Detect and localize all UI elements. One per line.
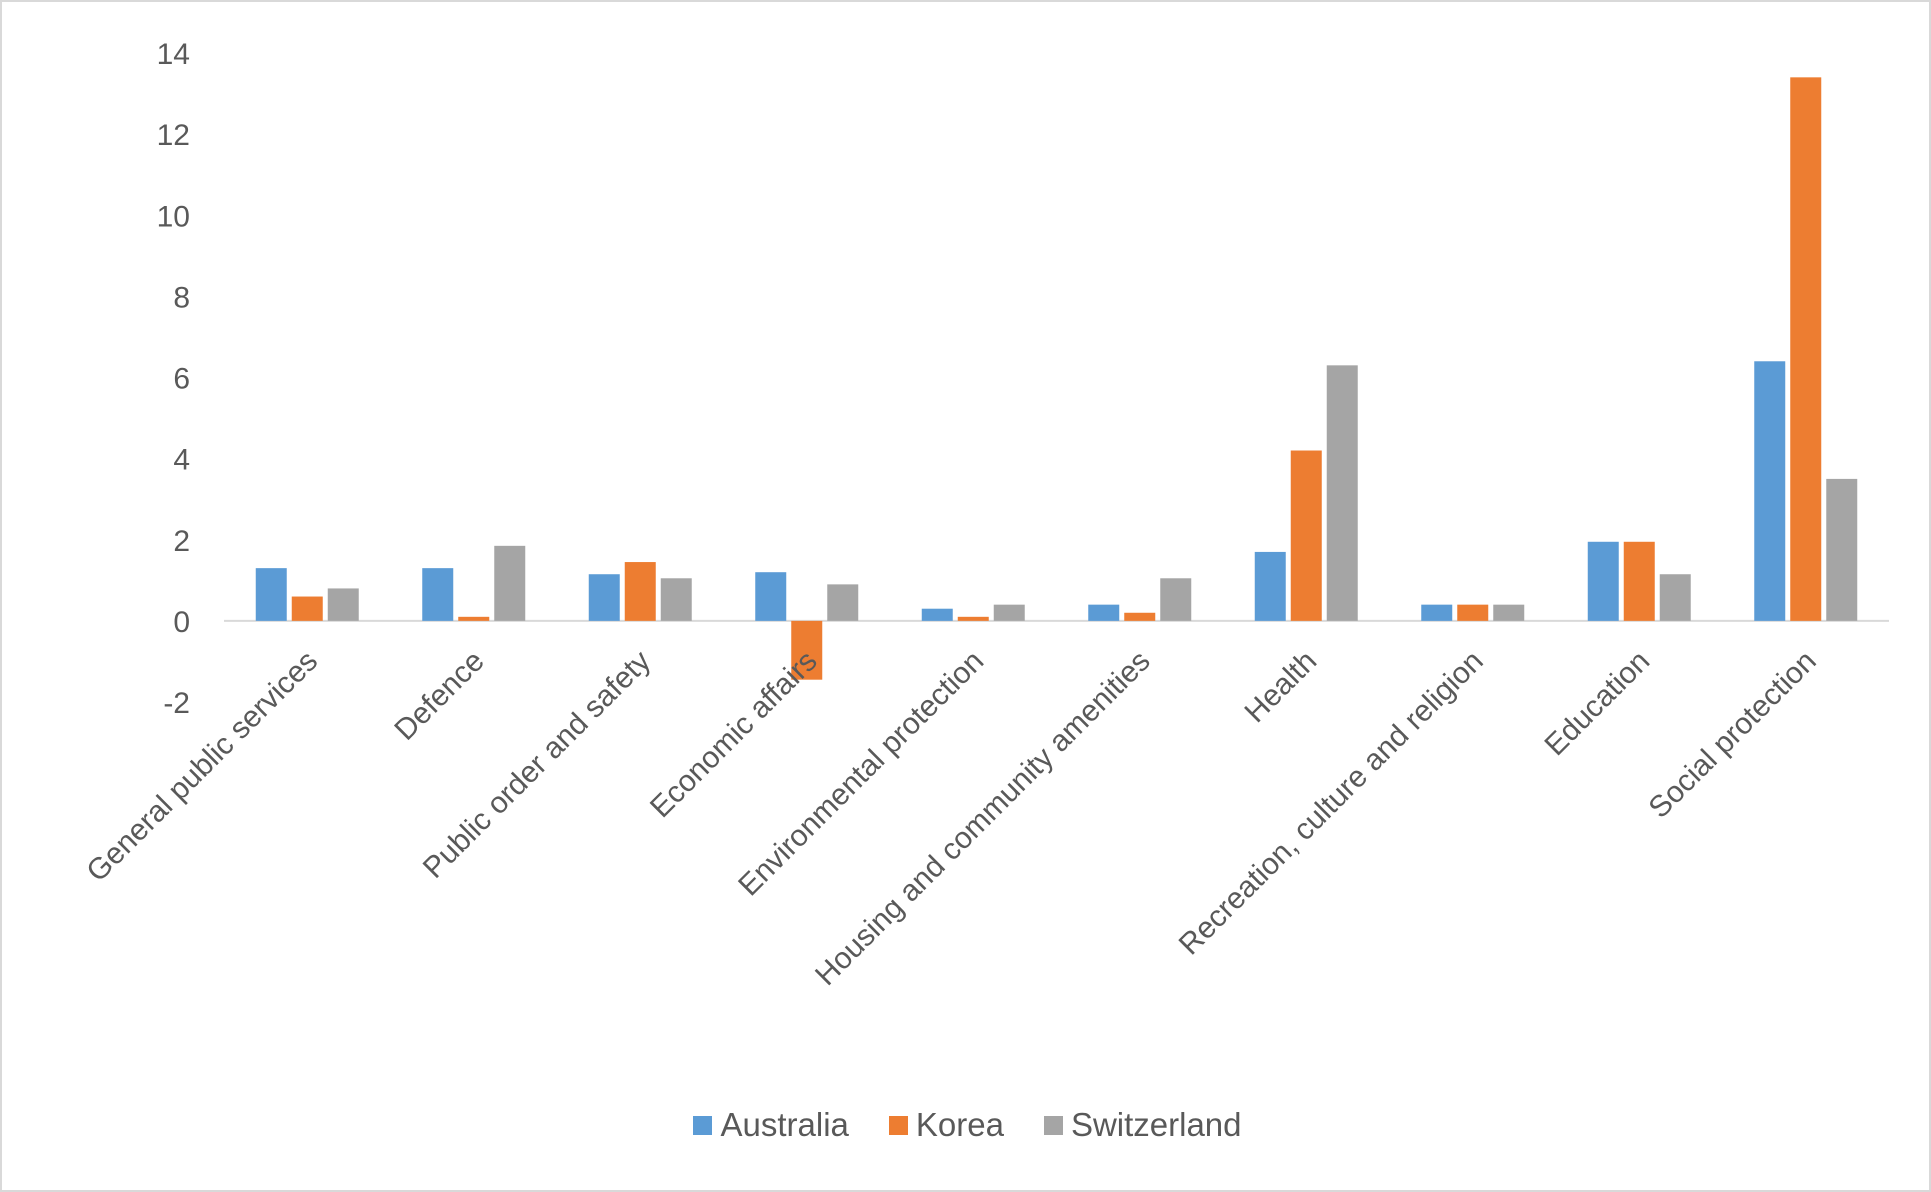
- legend-swatch: [888, 1115, 908, 1135]
- bar-australia: [755, 572, 787, 621]
- bar-korea: [624, 562, 656, 621]
- bar-switzerland: [1659, 574, 1691, 621]
- x-category-label: Recreation, culture and religion: [1173, 644, 1490, 961]
- y-tick-label: 12: [157, 119, 190, 152]
- y-tick-label: 14: [157, 38, 190, 71]
- y-tick-label: 6: [173, 363, 190, 396]
- bar-switzerland: [494, 545, 526, 621]
- y-tick-label: 8: [173, 281, 190, 314]
- x-category-label: Housing and community amenities: [809, 644, 1157, 992]
- bar-korea: [1623, 541, 1655, 621]
- bar-switzerland: [827, 584, 859, 621]
- legend-item: Korea: [888, 1106, 1004, 1144]
- bar-switzerland: [327, 588, 359, 621]
- bar-australia: [422, 568, 454, 621]
- legend-swatch: [693, 1115, 713, 1135]
- bar-korea: [1290, 450, 1322, 621]
- bar-switzerland: [660, 578, 692, 621]
- legend-label: Korea: [915, 1106, 1004, 1143]
- bar-korea: [1124, 612, 1156, 621]
- bar-korea: [458, 616, 490, 621]
- legend-swatch: [1043, 1115, 1063, 1135]
- x-category-label: Economic affairs: [644, 644, 824, 824]
- y-tick-label: -2: [163, 687, 190, 720]
- bar-australia: [588, 574, 620, 621]
- bar-korea: [1457, 604, 1489, 621]
- x-category-label: Defence: [388, 644, 490, 746]
- x-category-label: Social protection: [1643, 644, 1823, 824]
- bars-layer: [255, 77, 1858, 680]
- chart-legend: Australia Korea Switzerland: [2, 1106, 1931, 1144]
- legend-item: Switzerland: [1043, 1106, 1242, 1144]
- bar-chart: -2 0 2 4 6 8 10 12 14 General public services Def…: [80, 38, 1889, 992]
- bar-korea: [291, 596, 323, 621]
- legend-label: Switzerland: [1070, 1106, 1242, 1143]
- bar-australia: [1254, 551, 1286, 621]
- bar-australia: [1088, 604, 1120, 621]
- bar-korea: [791, 620, 823, 680]
- bar-australia: [921, 608, 953, 621]
- legend-label: Australia: [720, 1106, 849, 1143]
- bar-switzerland: [1826, 478, 1858, 621]
- bar-switzerland: [993, 604, 1025, 621]
- x-category-label: General public services: [80, 644, 324, 888]
- bar-switzerland: [1160, 578, 1192, 621]
- x-category-label: Education: [1539, 644, 1657, 762]
- y-tick-label: 10: [157, 200, 190, 233]
- bar-switzerland: [1326, 365, 1358, 621]
- bar-korea: [957, 616, 989, 621]
- bar-australia: [1421, 604, 1453, 621]
- bar-australia: [1587, 541, 1619, 621]
- x-category-label: Health: [1239, 644, 1324, 729]
- bar-australia: [255, 568, 287, 621]
- y-tick-label: 0: [173, 606, 190, 639]
- y-tick-label: 2: [173, 525, 190, 558]
- legend-item: Australia: [693, 1106, 849, 1144]
- bar-korea: [1790, 77, 1822, 621]
- y-tick-label: 4: [173, 444, 190, 477]
- bar-switzerland: [1493, 604, 1525, 621]
- bar-australia: [1754, 361, 1786, 621]
